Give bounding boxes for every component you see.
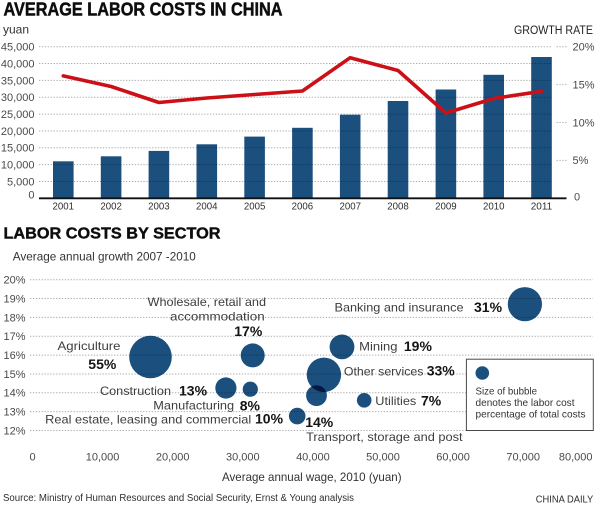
svg-text:18%: 18% <box>3 312 25 324</box>
svg-text:15%: 15% <box>3 369 25 381</box>
svg-text:40,000: 40,000 <box>296 451 330 463</box>
svg-text:Average annual growth 2007 -20: Average annual growth 2007 -2010 <box>13 250 196 264</box>
svg-text:Mining: Mining <box>359 339 397 353</box>
svg-text:LABOR COSTS BY SECTOR: LABOR COSTS BY SECTOR <box>4 225 221 242</box>
svg-text:5%: 5% <box>573 155 589 167</box>
svg-text:2006: 2006 <box>292 201 314 213</box>
svg-text:13%: 13% <box>3 407 25 419</box>
svg-text:2008: 2008 <box>387 201 409 213</box>
svg-text:13%: 13% <box>179 383 208 399</box>
svg-text:2001: 2001 <box>53 201 75 213</box>
svg-text:70,000: 70,000 <box>506 451 540 463</box>
svg-text:20%: 20% <box>3 275 25 287</box>
svg-text:20,000: 20,000 <box>156 451 190 463</box>
svg-text:Transport, storage and post: Transport, storage and post <box>306 430 463 444</box>
svg-text:yuan: yuan <box>3 23 29 37</box>
svg-text:Banking and insurance: Banking and insurance <box>335 301 464 315</box>
svg-text:Agriculture: Agriculture <box>58 339 121 353</box>
svg-text:accommodation: accommodation <box>170 309 265 323</box>
svg-text:7%: 7% <box>421 393 442 409</box>
svg-text:2003: 2003 <box>148 201 170 213</box>
svg-text:0: 0 <box>28 190 34 202</box>
svg-text:19%: 19% <box>404 338 433 354</box>
svg-text:45,000: 45,000 <box>1 42 35 54</box>
svg-text:Manufacturing: Manufacturing <box>153 399 234 413</box>
svg-text:40,000: 40,000 <box>1 59 35 71</box>
svg-text:0: 0 <box>574 191 580 203</box>
svg-text:CHINA DAILY: CHINA DAILY <box>536 494 594 506</box>
svg-text:25,000: 25,000 <box>1 109 35 121</box>
svg-text:15%: 15% <box>573 79 595 91</box>
svg-text:Real estate, leasing and comme: Real estate, leasing and commercial <box>45 412 251 426</box>
svg-text:2005: 2005 <box>244 201 266 213</box>
svg-text:35,000: 35,000 <box>1 75 35 87</box>
svg-text:10,000: 10,000 <box>1 160 35 172</box>
svg-text:30,000: 30,000 <box>1 92 35 104</box>
svg-text:Source: Ministry of Human Reso: Source: Ministry of Human Resources and … <box>3 493 354 504</box>
svg-text:Average annual wage, 2010 (yua: Average annual wage, 2010 (yuan) <box>222 470 402 484</box>
svg-text:2011: 2011 <box>531 201 553 213</box>
svg-text:17%: 17% <box>234 323 263 339</box>
svg-text:20%: 20% <box>573 42 595 54</box>
svg-text:17%: 17% <box>3 331 25 343</box>
svg-text:5,000: 5,000 <box>7 176 35 188</box>
svg-text:Other services: Other services <box>344 365 424 379</box>
svg-text:55%: 55% <box>88 356 117 372</box>
svg-text:20,000: 20,000 <box>1 126 35 138</box>
svg-text:Construction: Construction <box>100 384 171 398</box>
svg-text:Wholesale, retail and: Wholesale, retail and <box>148 295 267 309</box>
svg-text:10%: 10% <box>573 117 595 129</box>
svg-text:33%: 33% <box>427 363 456 379</box>
svg-text:GROWTH RATE: GROWTH RATE <box>514 25 593 37</box>
svg-text:80,000: 80,000 <box>559 451 593 463</box>
svg-text:0: 0 <box>29 451 35 463</box>
svg-text:AVERAGE LABOR COSTS IN CHINA: AVERAGE LABOR COSTS IN CHINA <box>4 0 283 19</box>
svg-text:10,000: 10,000 <box>86 451 120 463</box>
svg-text:2009: 2009 <box>435 201 457 213</box>
svg-text:denotes the labor cost: denotes the labor cost <box>476 397 575 409</box>
svg-text:2002: 2002 <box>100 201 122 213</box>
svg-text:16%: 16% <box>3 350 25 362</box>
svg-text:2007: 2007 <box>339 201 361 213</box>
svg-text:14%: 14% <box>305 414 334 430</box>
svg-text:Size of bubble: Size of bubble <box>476 386 538 398</box>
svg-text:10%: 10% <box>255 411 284 427</box>
svg-text:31%: 31% <box>474 299 503 315</box>
svg-text:15,000: 15,000 <box>1 143 35 155</box>
svg-text:8%: 8% <box>240 398 261 414</box>
svg-text:50,000: 50,000 <box>366 451 400 463</box>
svg-text:percentage of total costs: percentage of total costs <box>476 409 586 421</box>
svg-text:2004: 2004 <box>196 201 218 213</box>
svg-text:14%: 14% <box>3 388 25 400</box>
svg-text:2010: 2010 <box>483 201 505 213</box>
svg-text:30,000: 30,000 <box>226 451 260 463</box>
svg-text:60,000: 60,000 <box>436 451 470 463</box>
svg-text:Utilities: Utilities <box>375 394 416 408</box>
svg-text:19%: 19% <box>3 293 25 305</box>
svg-text:12%: 12% <box>3 425 25 437</box>
